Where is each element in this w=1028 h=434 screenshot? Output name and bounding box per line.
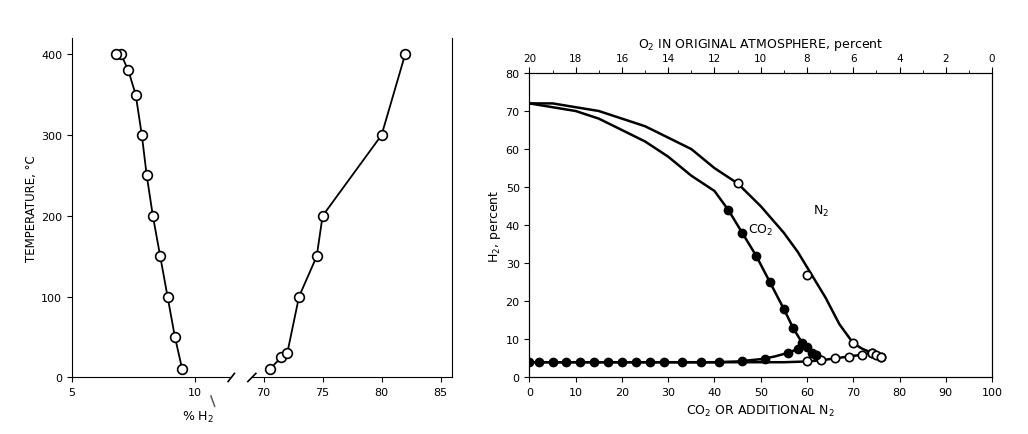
Text: CO$_2$: CO$_2$ xyxy=(748,222,773,237)
Y-axis label: TEMPERATURE, °C: TEMPERATURE, °C xyxy=(26,155,38,262)
Text: |: | xyxy=(209,392,217,406)
X-axis label: CO$_2$ OR ADDITIONAL N$_2$: CO$_2$ OR ADDITIONAL N$_2$ xyxy=(687,403,835,418)
Text: N$_2$: N$_2$ xyxy=(813,203,829,218)
Y-axis label: H$_2$, percent: H$_2$, percent xyxy=(487,189,503,262)
Text: % H$_2$: % H$_2$ xyxy=(182,409,215,424)
X-axis label: O$_2$ IN ORIGINAL ATMOSPHERE, percent: O$_2$ IN ORIGINAL ATMOSPHERE, percent xyxy=(638,37,883,53)
